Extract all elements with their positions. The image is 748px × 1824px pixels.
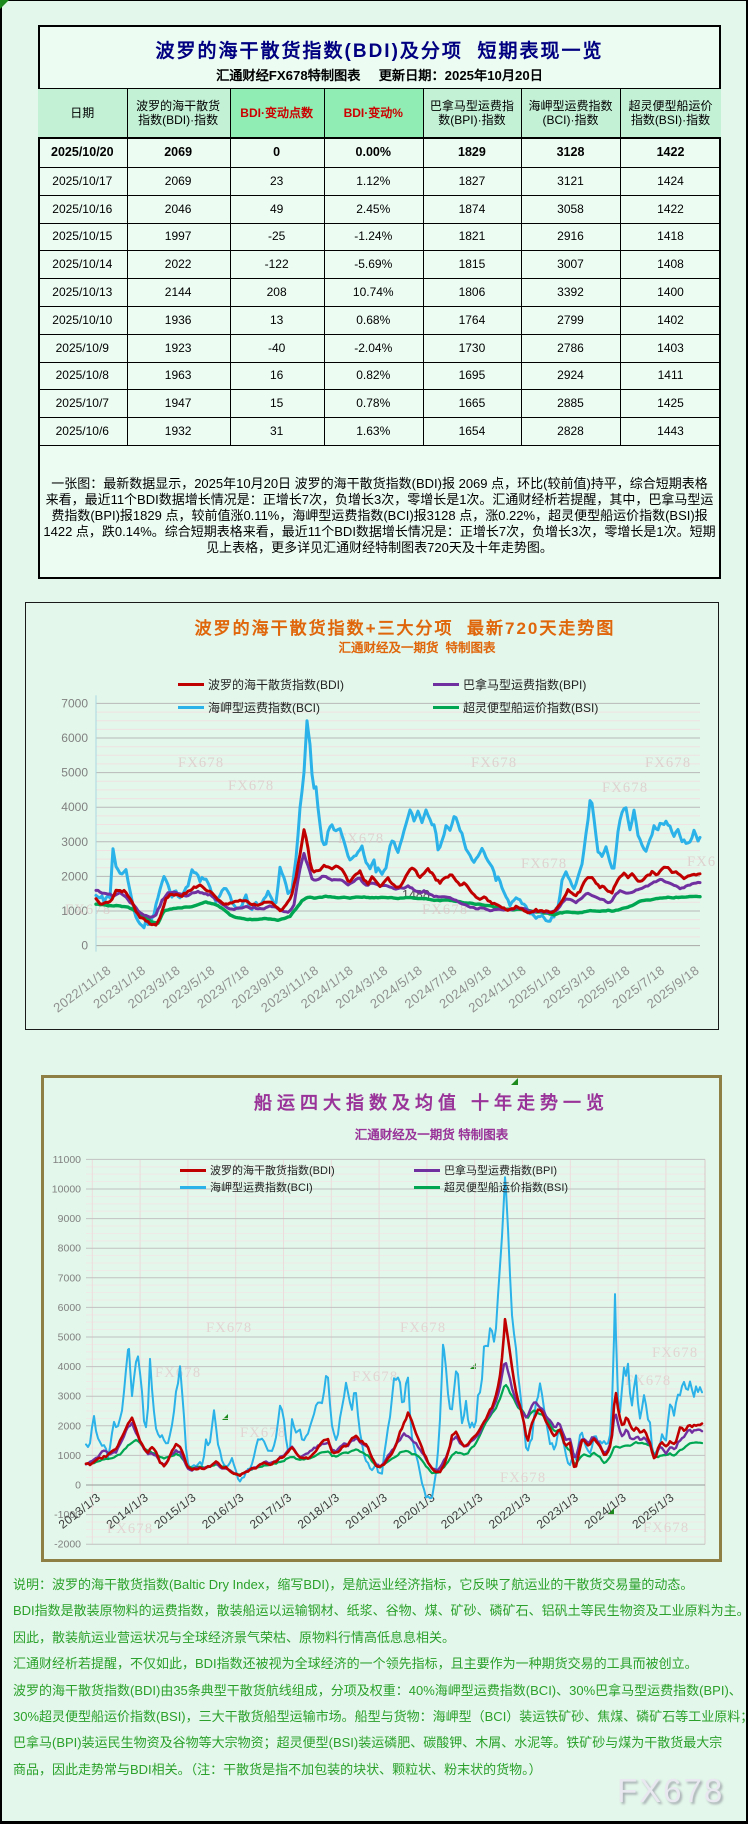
svg-text:3000: 3000 (61, 835, 88, 849)
svg-text:7000: 7000 (58, 1272, 82, 1284)
svg-text:FX678: FX678 (240, 1425, 286, 1441)
svg-text:6000: 6000 (58, 1302, 82, 1314)
svg-text:2000: 2000 (61, 869, 88, 883)
svg-text:11000: 11000 (53, 1154, 82, 1166)
svg-text:2015/1/3: 2015/1/3 (151, 1490, 198, 1531)
svg-text:FX678: FX678 (602, 780, 648, 796)
svg-text:FX678: FX678 (652, 1345, 698, 1361)
svg-text:FX678: FX678 (352, 1369, 398, 1385)
svg-text:FX678: FX678 (155, 1365, 201, 1381)
svg-text:2018/1/3: 2018/1/3 (295, 1490, 342, 1531)
svg-text:FX678: FX678 (228, 778, 274, 794)
svg-text:FX678: FX678 (107, 1521, 153, 1537)
svg-text:5000: 5000 (61, 766, 88, 780)
svg-text:2021/1/3: 2021/1/3 (438, 1490, 485, 1531)
svg-text:2016/1/3: 2016/1/3 (199, 1490, 246, 1531)
svg-text:3000: 3000 (58, 1391, 82, 1403)
svg-text:2020/1/3: 2020/1/3 (390, 1490, 437, 1531)
svg-text:2023/1/3: 2023/1/3 (534, 1490, 581, 1531)
svg-text:0: 0 (81, 939, 88, 953)
svg-text:FX678: FX678 (206, 1320, 252, 1336)
svg-text:FX678: FX678 (471, 755, 517, 771)
svg-text:FX678: FX678 (422, 902, 468, 918)
svg-text:2019/1/3: 2019/1/3 (343, 1490, 390, 1531)
svg-text:7000: 7000 (61, 696, 88, 710)
svg-text:FX678: FX678 (645, 755, 691, 771)
svg-text:0: 0 (75, 1480, 81, 1492)
svg-text:FX678: FX678 (521, 856, 567, 872)
svg-text:FX678: FX678 (687, 854, 717, 870)
svg-text:FX678: FX678 (178, 755, 224, 771)
svg-text:2000: 2000 (58, 1420, 82, 1432)
svg-text:FX678: FX678 (338, 831, 384, 847)
svg-text:9000: 9000 (58, 1213, 82, 1225)
svg-text:10000: 10000 (52, 1184, 81, 1196)
svg-text:-2000: -2000 (54, 1539, 81, 1551)
svg-text:4000: 4000 (58, 1361, 82, 1373)
svg-text:FX678: FX678 (500, 1470, 546, 1486)
svg-text:6000: 6000 (61, 731, 88, 745)
svg-text:5000: 5000 (58, 1332, 82, 1344)
svg-text:FX678: FX678 (400, 1320, 446, 1336)
svg-text:1000: 1000 (58, 1450, 82, 1462)
svg-text:FX678: FX678 (625, 1373, 671, 1389)
svg-text:1000: 1000 (61, 904, 88, 918)
svg-text:4000: 4000 (61, 800, 88, 814)
svg-text:2017/1/3: 2017/1/3 (247, 1490, 294, 1531)
svg-text:2022/1/3: 2022/1/3 (486, 1490, 533, 1531)
svg-text:8000: 8000 (58, 1243, 82, 1255)
svg-text:2024/1/3: 2024/1/3 (582, 1490, 629, 1531)
svg-text:FX678: FX678 (643, 1520, 689, 1536)
svg-text:-1000: -1000 (54, 1509, 81, 1521)
